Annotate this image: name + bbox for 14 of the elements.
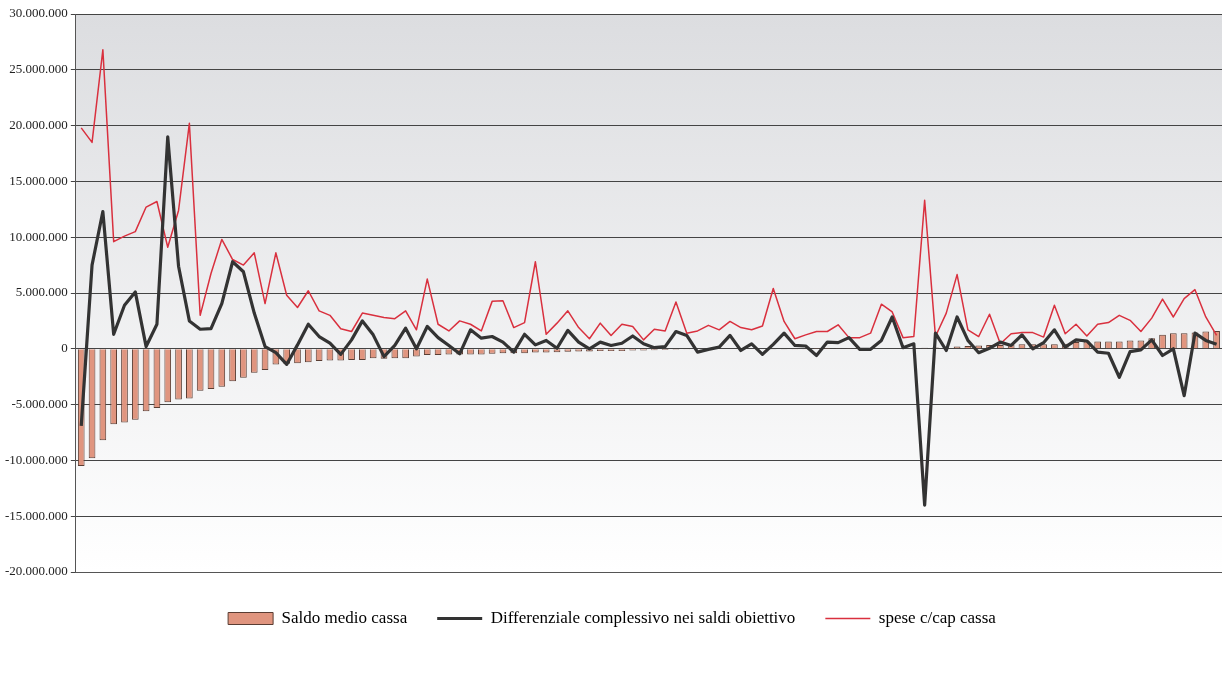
y-tick-label: 30.000.000 (9, 5, 68, 21)
legend-label: Differenziale complessivo nei saldi obiettivo (490, 607, 796, 627)
y-tick-label: 25.000.000 (9, 61, 68, 77)
y-tick-label: 0 (61, 340, 68, 356)
y-tick-label: 10.000.000 (9, 228, 68, 244)
y-tick-label: -15.000.000 (4, 507, 68, 523)
y-tick-label: 5.000.000 (15, 284, 68, 300)
y-tick-label: -20.000.000 (4, 563, 68, 579)
legend-label: spese c/cap cassa (878, 607, 997, 627)
y-tick-label: -5.000.000 (11, 396, 68, 412)
y-tick-label: 15.000.000 (9, 172, 68, 188)
y-tick-label: 20.000.000 (9, 117, 68, 133)
legend-label: Saldo medio cassa (281, 607, 408, 627)
y-tick-label: -10.000.000 (4, 451, 68, 467)
